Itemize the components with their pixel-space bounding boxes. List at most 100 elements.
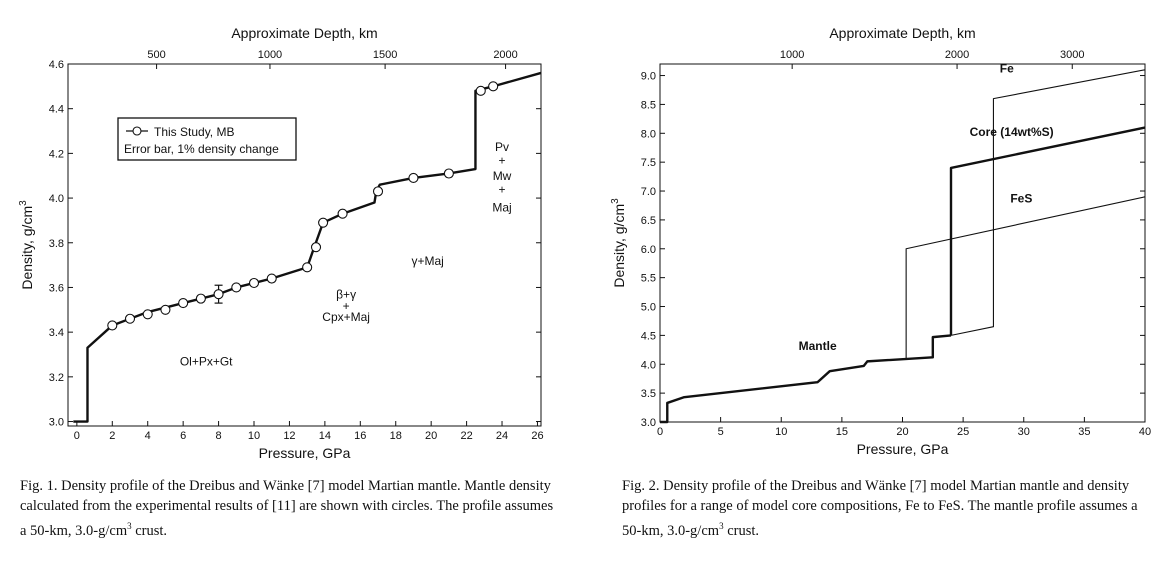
fig2-y-tick-label: 9.0 (641, 71, 656, 83)
figure-2-caption-end: crust. (723, 522, 759, 539)
figure-2-caption: Fig. 2. Density profile of the Dreibus a… (622, 476, 1147, 541)
fig1-x-tick-label: 20 (425, 430, 437, 442)
fig2-x-tick-label: 35 (1078, 426, 1090, 438)
fig1-phase-annotation: Maj (492, 200, 511, 214)
fig1-y-axis-title-text: Density, g/cm (19, 206, 35, 290)
fig1-x-tick-label: 18 (390, 430, 402, 442)
fig1-data-point (475, 85, 486, 96)
fig2-top-tick-label: 3000 (1060, 49, 1084, 61)
fig2-x-tick-label: 15 (836, 426, 848, 438)
fig2-series-line-fes (905, 196, 1146, 359)
fig2-series-line-core-14wt-s (949, 126, 1146, 336)
fig1-top-tick-label: 2000 (493, 49, 517, 61)
fig1-y-tick-label: 3.8 (49, 238, 64, 250)
fig2-series-label: Core (14wt%S) (970, 125, 1054, 139)
fig2-y-tick-label: 7.5 (641, 157, 656, 169)
fig1-x-tick-label: 12 (283, 430, 295, 442)
fig2-y-tick-label: 6.0 (641, 244, 656, 256)
fig1-x-tick-label: 22 (460, 430, 472, 442)
fig1-data-point (310, 242, 322, 253)
fig1-x-tick-label: 0 (74, 430, 80, 442)
figure-1-caption-superscript: 3 (127, 521, 132, 531)
fig2-y-tick-label: 4.0 (641, 359, 656, 371)
fig1-data-point (107, 320, 118, 331)
fig1-legend-series-label: This Study, MB (154, 125, 234, 139)
fig2-y-tick-label: 3.5 (641, 388, 656, 400)
fig2-y-tick-label: 7.0 (641, 186, 656, 198)
fig2-series-label: Fe (1000, 62, 1014, 76)
fig2-plot-frame (659, 63, 1146, 423)
fig2-x-axis-title: Pressure, GPa (857, 441, 949, 457)
fig1-phase-annotation: Ol+Px+Gt (180, 355, 233, 369)
figure-1-caption: Fig. 1. Density profile of the Dreibus a… (20, 476, 560, 541)
fig2-x-tick-label: 40 (1139, 426, 1151, 438)
fig1-data-point (231, 282, 242, 293)
fig1-top-tick-label: 500 (147, 49, 165, 61)
fig2-series-line-mantle (660, 334, 952, 424)
fig2-series-line-fe (950, 69, 1146, 336)
fig2-x-tick-label: 25 (957, 426, 969, 438)
fig1-data-point (160, 304, 171, 315)
fig1-data-point (124, 313, 136, 324)
fig1-phase-annotation: β+γ (336, 288, 356, 302)
fig1-x-tick-label: 2 (109, 430, 115, 442)
fig1-top-axis-title: Approximate Depth, km (231, 25, 377, 41)
fig1-phase-annotation: Cpx+Maj (322, 310, 370, 324)
fig1-data-point (443, 168, 454, 179)
fig1-phase-annotation: Mw (493, 169, 512, 183)
fig2-y-tick-label: 3.0 (641, 417, 656, 429)
fig1-phase-annotation: + (343, 299, 350, 313)
figure-2-caption-superscript: 3 (719, 521, 724, 531)
fig1-y-tick-label: 4.4 (49, 104, 64, 116)
fig2-y-axis-title-text: Density, g/cm (611, 204, 627, 288)
fig1-legend-marker (132, 126, 142, 136)
fig1-data-point (318, 217, 329, 228)
fig1-data-point (213, 289, 224, 300)
fig1-data-point (302, 262, 313, 273)
figure-1-caption-label: Fig. 1. (20, 478, 58, 494)
fig1-y-tick-label: 3.0 (49, 417, 64, 429)
fig1-data-point (266, 273, 277, 284)
fig2-x-tick-label: 5 (718, 426, 724, 438)
fig2-x-tick-label: 30 (1018, 426, 1030, 438)
fig1-x-tick-label: 10 (248, 430, 260, 442)
fig1-x-tick-label: 4 (145, 430, 151, 442)
fig1-x-tick-label: 24 (496, 430, 508, 442)
fig1-data-point (372, 186, 384, 197)
fig2-top-axis-title: Approximate Depth, km (829, 25, 975, 41)
fig1-phase-annotation: Pv (495, 140, 509, 154)
fig1-y-axis-title-superscript: 3 (18, 200, 29, 206)
figure-2-caption-label: Fig. 2. (622, 478, 660, 494)
fig1-x-tick-label: 14 (319, 430, 331, 442)
figure-2-core-density-chart: 0 5 10 15 20 25 30 35 40 3.0 3.5 4.0 4.5 5.0 5.5 6.0 6.5… (610, 25, 1151, 457)
fig1-y-tick-label: 4.0 (49, 193, 64, 205)
fig1-x-tick-label: 16 (354, 430, 366, 442)
fig1-legend-box (117, 117, 297, 161)
fig1-x-tick-label: 26 (531, 430, 543, 442)
figure-1-caption-end: crust. (131, 522, 168, 539)
fig1-x-tick-label: 8 (216, 430, 222, 442)
fig1-data-point (195, 293, 206, 304)
fig2-x-tick-label: 20 (896, 426, 908, 438)
fig1-data-point (337, 208, 348, 219)
fig1-data-point (178, 298, 189, 309)
fig2-x-tick-label: 10 (775, 426, 787, 438)
fig1-y-tick-label: 3.6 (49, 282, 64, 294)
fig1-y-tick-label: 4.2 (49, 148, 64, 160)
fig2-x-tick-label: 0 (657, 426, 663, 438)
fig2-y-tick-label: 8.0 (641, 128, 656, 140)
fig1-y-axis-title: Density, g/cm3 (18, 200, 35, 290)
fig1-y-tick-label: 3.2 (49, 372, 64, 384)
fig2-top-tick-label: 1000 (780, 49, 804, 61)
fig1-data-point (488, 81, 499, 92)
fig2-y-tick-label: 5.0 (641, 302, 656, 314)
fig1-data-point (248, 277, 260, 289)
fig2-series-label: Mantle (799, 339, 837, 353)
fig1-phase-annotation: γ+Maj (411, 254, 443, 268)
fig1-data-point (142, 309, 153, 320)
figure-1-density-profile-chart: 0 2 4 6 8 10 12 14 16 18 20 22 24 263.03.23.43.63.84.… (18, 25, 544, 461)
fig1-y-tick-label: 3.4 (49, 327, 64, 339)
fig2-y-tick-label: 8.5 (641, 99, 656, 111)
fig1-data-point (408, 172, 419, 184)
